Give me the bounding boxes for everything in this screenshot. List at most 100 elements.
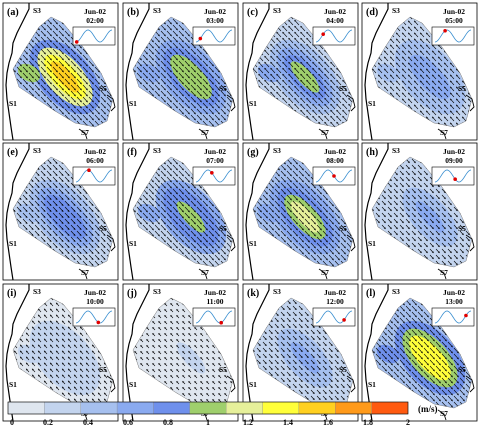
arrow-head	[408, 26, 410, 29]
arrow-head	[31, 215, 34, 218]
arrow-head	[199, 216, 202, 219]
arrow-head	[193, 246, 196, 249]
arrow-head	[37, 203, 40, 206]
arrow-head	[300, 31, 303, 34]
arrow-head	[313, 186, 316, 189]
arrow-head	[175, 46, 178, 49]
arrow-head	[67, 185, 70, 188]
arrow-head	[169, 100, 172, 103]
arrow-head	[300, 55, 303, 58]
arrow-head	[259, 210, 262, 213]
arrow-head	[223, 88, 226, 91]
arrow-head	[205, 70, 208, 73]
arrow-head	[211, 252, 214, 255]
arrow-head	[163, 216, 166, 219]
arrow-head	[31, 221, 34, 224]
arrow-head	[163, 240, 166, 243]
arrow-head	[276, 55, 279, 58]
arrow-head	[85, 100, 88, 103]
arrow-head	[408, 104, 410, 107]
arrow-head	[300, 85, 303, 88]
arrow-head	[420, 44, 422, 47]
arrow-head	[211, 106, 214, 109]
arrow-head	[277, 174, 280, 177]
arrow-head	[25, 227, 28, 230]
arrow-head	[163, 210, 166, 213]
arrow-head	[426, 116, 428, 119]
arrow-head	[193, 112, 196, 115]
arrow-head	[283, 210, 286, 213]
arrow-head	[420, 56, 422, 59]
arrow-head	[270, 79, 273, 82]
arrow-head	[211, 82, 214, 85]
arrow-head	[169, 186, 172, 189]
arrow-head	[289, 192, 292, 195]
site-label-s1: S1	[129, 239, 137, 248]
arrow-head	[223, 228, 226, 231]
arrow-head	[55, 58, 58, 61]
arrow-head	[289, 228, 292, 231]
arrow-head	[37, 227, 40, 230]
arrow-head	[217, 234, 220, 237]
arrow-head	[169, 204, 172, 207]
arrow-head	[450, 116, 452, 119]
arrow-head	[271, 204, 274, 207]
shoreline	[437, 128, 447, 140]
arrow-head	[67, 70, 70, 73]
arrow-head	[85, 197, 88, 200]
arrow-head	[408, 38, 410, 41]
arrow-head	[139, 76, 142, 79]
arrow-head	[288, 19, 291, 22]
site-label-s7: S7	[201, 128, 209, 137]
arrow-head	[283, 192, 286, 195]
arrow-head	[301, 198, 304, 201]
arrow-head	[312, 49, 315, 52]
arrow-head	[420, 62, 422, 65]
arrow-head	[313, 198, 316, 201]
arrow-head	[282, 55, 285, 58]
arrow-head	[79, 70, 82, 73]
arrow-head	[450, 110, 452, 113]
arrow-head	[31, 227, 34, 230]
arrow-head	[91, 209, 94, 212]
arrow-head	[307, 192, 310, 195]
arrow-head	[169, 52, 172, 55]
arrow-head	[199, 198, 202, 201]
arrow-head	[181, 234, 184, 237]
arrow-head	[187, 112, 190, 115]
arrow-head	[31, 82, 34, 85]
arrow-head	[163, 192, 166, 195]
arrow-head	[97, 239, 100, 242]
arrow-head	[330, 61, 333, 64]
arrow-head	[55, 215, 58, 218]
arrow-head	[49, 239, 52, 242]
arrow-head	[211, 94, 214, 97]
shoreline	[318, 268, 328, 280]
arrow-head	[43, 88, 46, 91]
arrow-head	[37, 64, 40, 67]
arrow-head	[199, 46, 202, 49]
arrow-head	[253, 67, 255, 70]
arrow-head	[79, 94, 82, 97]
arrow-head	[31, 40, 34, 43]
arrow-head	[169, 210, 172, 213]
arrow-head	[193, 216, 196, 219]
arrow-head	[408, 74, 410, 77]
arrow-head	[223, 82, 226, 85]
arrow-head	[67, 179, 70, 182]
arrow-head	[151, 198, 154, 201]
date-label: Jun-02	[84, 7, 106, 16]
arrow-head	[43, 215, 46, 218]
arrow-head	[211, 258, 214, 261]
arrow-head	[432, 98, 434, 101]
arrow-head	[85, 82, 88, 85]
arrow-head	[288, 37, 291, 40]
arrow-head	[169, 174, 172, 177]
arrow-head	[61, 64, 64, 67]
arrow-head	[312, 61, 315, 64]
arrow-head	[79, 239, 82, 242]
arrow-head	[205, 94, 208, 97]
arrow-head	[73, 239, 76, 242]
arrow-head	[151, 64, 154, 67]
